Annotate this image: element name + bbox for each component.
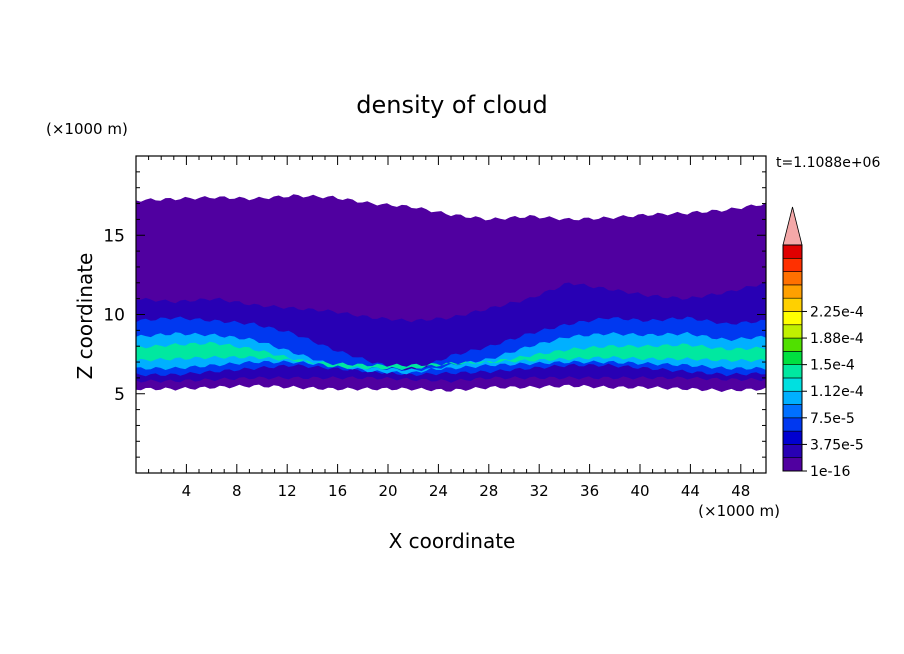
colorbar-segment <box>782 444 803 459</box>
x-tick-label: 40 <box>630 482 649 500</box>
x-axis-label: X coordinate <box>389 529 516 553</box>
colorbar-label: 1.88e-4 <box>810 331 864 347</box>
colorbar-segment <box>782 404 803 419</box>
colorbar-label: 2.25e-4 <box>810 304 864 320</box>
y-tick-label: 5 <box>114 385 125 405</box>
colorbar-segment <box>782 311 803 326</box>
x-tick-label: 28 <box>479 482 498 500</box>
colorbar-extend-arrow <box>782 206 803 246</box>
colorbar-segment <box>782 390 803 405</box>
colorbar-frame <box>782 244 803 472</box>
x-tick-label: 4 <box>182 482 192 500</box>
x-tick-label: 36 <box>580 482 599 500</box>
colorbar-segment <box>782 257 803 272</box>
colorbar-label: 7.5e-5 <box>810 411 855 427</box>
x-tick-label: 48 <box>731 482 750 500</box>
colorbar-segment <box>782 351 803 365</box>
x-tick-label: 12 <box>278 482 297 500</box>
plot-area <box>135 155 767 474</box>
colorbar-segment <box>782 271 803 286</box>
colorbar-label: 1.12e-4 <box>810 384 864 400</box>
colorbar-segment <box>782 284 803 299</box>
y-tick-label: 10 <box>103 306 125 326</box>
colorbar-segment <box>782 337 803 352</box>
cloud-layer-core-high <box>136 341 766 370</box>
colorbar-segment <box>782 417 803 432</box>
chart-title: density of cloud <box>356 91 547 119</box>
colorbar-segment <box>782 377 803 392</box>
x-tick-label: 32 <box>530 482 549 500</box>
y-axis: 5 10 15 <box>103 171 766 458</box>
cloud-field <box>136 194 766 392</box>
colorbar-segment <box>782 430 803 445</box>
x-tick-label: 8 <box>232 482 242 500</box>
colorbar-segment <box>782 297 803 312</box>
colorbar-segment <box>782 364 803 379</box>
x-tick-label: 20 <box>378 482 397 500</box>
y-tick-label: 15 <box>103 226 125 246</box>
colorbar-segment <box>782 324 803 339</box>
colorbar: 1e-16 3.75e-5 7.5e-5 1.12e-4 1.5e-4 1.88e-4 2.… <box>782 206 864 480</box>
x-tick-label: 24 <box>429 482 448 500</box>
colorbar-label: 3.75e-5 <box>810 437 864 453</box>
x-unit-label: (×1000 m) <box>698 502 780 520</box>
colorbar-segment <box>782 244 803 259</box>
y-unit-label: (×1000 m) <box>46 120 128 138</box>
x-tick-label: 44 <box>681 482 700 500</box>
colorbar-label: 1e-16 <box>810 464 850 480</box>
cloud-layer-core-mid <box>136 331 766 375</box>
time-label: t=1.1088e+06 <box>776 155 880 171</box>
x-axis: 4 8 12 16 20 24 28 32 36 40 44 48 <box>148 156 754 500</box>
colorbar-label: 1.5e-4 <box>810 358 855 374</box>
y-axis-label: Z coordinate <box>73 253 97 380</box>
x-tick-label: 16 <box>328 482 347 500</box>
colorbar-segment <box>782 457 803 472</box>
